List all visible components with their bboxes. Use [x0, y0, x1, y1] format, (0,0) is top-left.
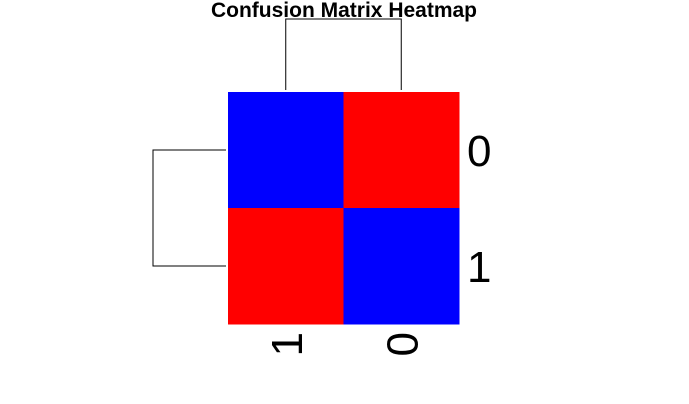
row-label-0: 0: [467, 127, 491, 176]
row-dendrogram-branch: [152, 149, 226, 267]
column-dendrogram-branch: [285, 18, 402, 90]
row-labels: 01: [467, 127, 491, 292]
column-label-0: 1: [263, 332, 312, 356]
row-dendrogram: [152, 149, 226, 267]
chart-title: Confusion Matrix Heatmap: [211, 0, 477, 22]
heatmap-cell-r0-c0: [228, 92, 344, 209]
heatmap-cell-r1-c0: [228, 208, 344, 325]
heatmap-cell-r0-c1: [343, 92, 460, 209]
heatmap-cell-r1-c1: [343, 208, 460, 325]
column-dendrogram: [285, 18, 402, 90]
heatmap-cells: [228, 92, 460, 325]
row-label-1: 1: [467, 243, 491, 292]
column-label-1: 0: [378, 332, 427, 356]
